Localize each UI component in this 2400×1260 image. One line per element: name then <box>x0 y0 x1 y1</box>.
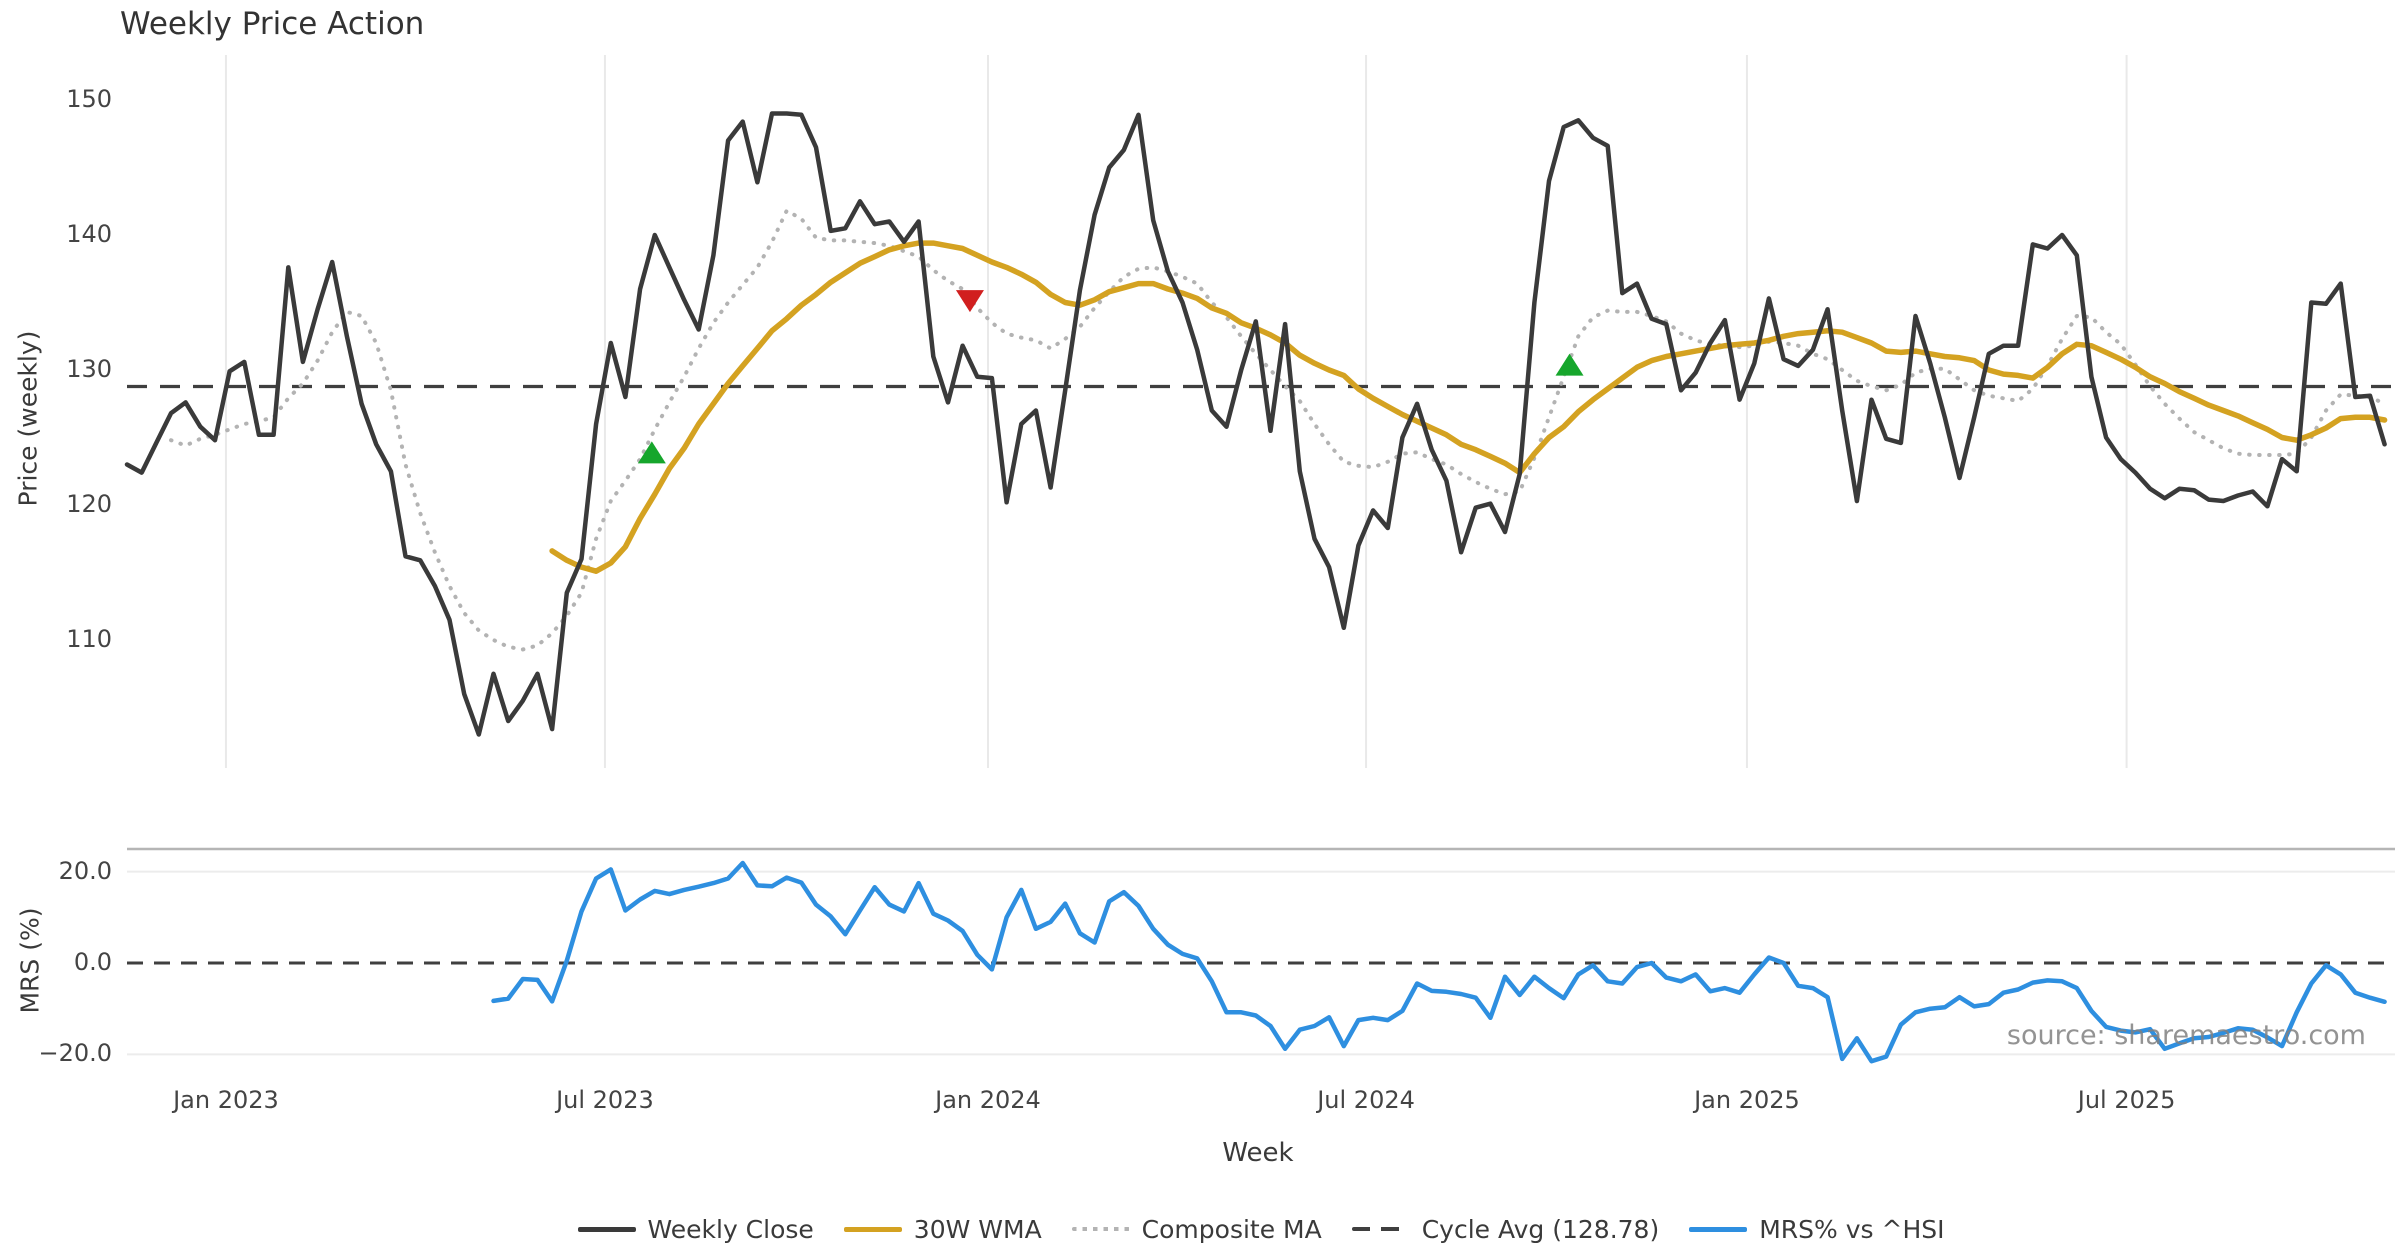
mrs-tick-label: −20.0 <box>38 1039 112 1068</box>
legend-item-mrs: MRS% vs ^HSI <box>1689 1214 1945 1244</box>
mrs-line <box>491 860 2387 1064</box>
composite-ma-dotted-swatch-icon <box>1071 1226 1130 1232</box>
weekly-close-line <box>124 111 2387 737</box>
mrs-tick-label: 20.0 <box>58 856 112 885</box>
source-watermark: source: sharemaestro.com <box>2006 1020 2366 1051</box>
legend-label: Weekly Close <box>647 1214 814 1244</box>
x-tick-label: Jan 2023 <box>173 1086 279 1114</box>
legend-label: Cycle Avg (128.78) <box>1421 1214 1660 1244</box>
price-tick-label: 140 <box>66 220 112 248</box>
x-tick-label: Jul 2024 <box>1317 1086 1415 1114</box>
legend-item-30w-wma: 30W WMA <box>843 1214 1042 1244</box>
wma-line-swatch-icon <box>843 1226 902 1232</box>
price-tick-label: 110 <box>66 625 112 653</box>
legend-label: 30W WMA <box>913 1214 1042 1244</box>
price-axis-label: Price (weekly) <box>13 330 43 507</box>
x-axis-label: Week <box>1222 1138 1294 1168</box>
buy-signal-triangle-icon <box>1555 353 1584 376</box>
price-tick-label: 130 <box>66 355 112 383</box>
mrs-line-swatch-icon <box>1689 1226 1748 1232</box>
x-tick-label: Jul 2023 <box>556 1086 654 1114</box>
legend-label: MRS% vs ^HSI <box>1759 1214 1945 1244</box>
chart-title: Weekly Price Action <box>120 6 425 42</box>
legend-item-composite-ma: Composite MA <box>1071 1214 1322 1244</box>
weekly-close-line-swatch-icon <box>577 1226 636 1232</box>
sell-signal-triangle-icon <box>955 290 984 313</box>
x-tick-label: Jan 2024 <box>935 1086 1041 1114</box>
legend-label: Composite MA <box>1141 1214 1322 1244</box>
price-tick-label: 150 <box>66 85 112 113</box>
cycle-avg-dashed-swatch-icon <box>1351 1226 1410 1232</box>
buy-signal-triangle-icon <box>637 441 666 464</box>
mrs-tick-label: 0.0 <box>73 948 112 976</box>
legend-item-cycle-avg: Cycle Avg (128.78) <box>1351 1214 1660 1244</box>
legend: Weekly Close 30W WMA Composite MA Cycle … <box>127 1206 2395 1252</box>
x-tick-label: Jan 2025 <box>1694 1086 1800 1114</box>
price-tick-label: 120 <box>66 490 112 518</box>
wma30-line <box>549 240 2388 574</box>
composite-ma-line <box>169 208 2387 652</box>
x-tick-label: Jul 2025 <box>2077 1086 2176 1114</box>
legend-item-weekly-close: Weekly Close <box>577 1214 814 1244</box>
